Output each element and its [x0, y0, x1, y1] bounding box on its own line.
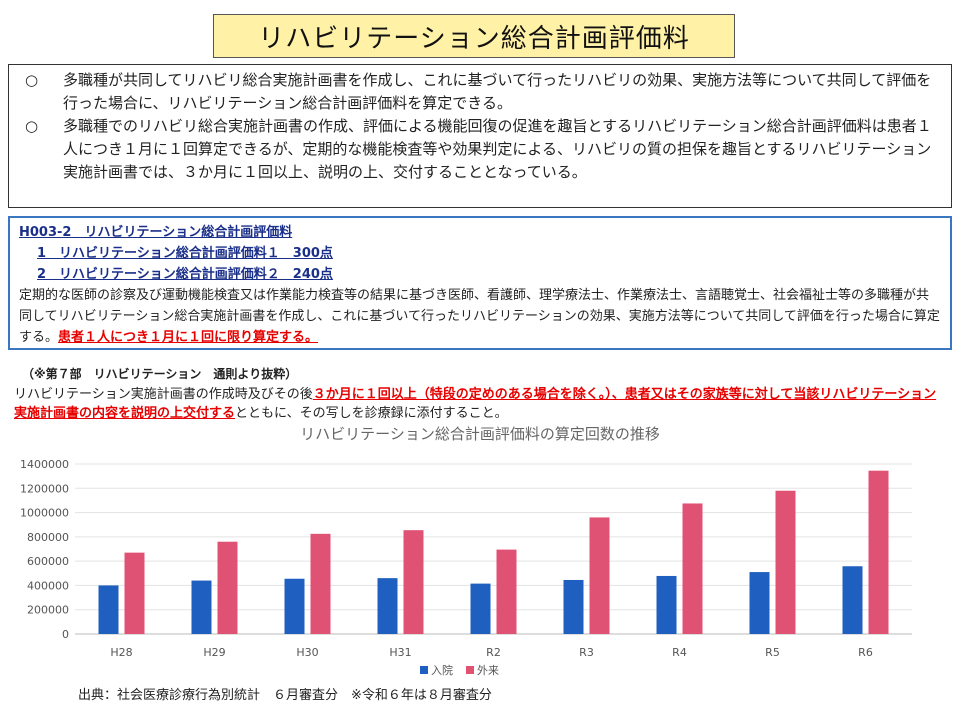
- legend-label: 外来: [477, 664, 499, 677]
- x-tick-label: H29: [203, 646, 225, 659]
- y-tick-label: 1000000: [20, 507, 69, 520]
- summary-bullet: ○ 多職種が共同してリハビリ総合実施計画書を作成し、これに基づいて行ったリハビリ…: [19, 69, 941, 115]
- x-tick-label: H30: [296, 646, 318, 659]
- y-tick-label: 400000: [27, 579, 69, 592]
- summary-box: ○ 多職種が共同してリハビリ総合実施計画書を作成し、これに基づいて行ったリハビリ…: [8, 64, 952, 208]
- bar-inpatient: [470, 583, 491, 634]
- legend-swatch: [420, 666, 428, 674]
- bar-outpatient: [403, 530, 424, 634]
- note-text-1: リハビリテーション実施計画書の作成時及びその後: [14, 387, 313, 402]
- summary-text: 多職種が共同してリハビリ総合実施計画書を作成し、これに基づいて行ったリハビリの効…: [63, 71, 932, 112]
- bar-inpatient: [656, 575, 677, 634]
- note-text-2: とともに、その写しを診療録に添付すること。: [235, 406, 508, 421]
- legend-swatch: [466, 666, 474, 674]
- h003-item-2: 2 リハビリテーション総合計画評価料２ 240点: [37, 267, 333, 282]
- source-note: 出典：社会医療診療行為別統計 ６月審査分 ※令和６年は８月審査分: [78, 688, 492, 703]
- summary-bullet: ○ 多職種でのリハビリ総合実施計画書の作成、評価による機能回復の促進を趣旨とする…: [19, 115, 941, 184]
- bar-inpatient: [842, 566, 863, 634]
- h003-box: H003-2 リハビリテーション総合計画評価料 1 リハビリテーション総合計画評…: [8, 216, 952, 350]
- note-heading: （※第７部 リハビリテーション 通則より抜粋）: [22, 367, 298, 381]
- chart-title: リハビリテーション総合計画評価料の算定回数の推移: [300, 425, 660, 443]
- bar-outpatient: [217, 541, 238, 634]
- h003-item-1: 1 リハビリテーション総合計画評価料１ 300点: [37, 246, 333, 261]
- bar-outpatient: [496, 549, 517, 634]
- bar-outpatient: [124, 552, 145, 634]
- bar-inpatient: [284, 578, 305, 634]
- x-tick-label: R4: [672, 646, 687, 659]
- bar-inpatient: [191, 580, 212, 634]
- x-tick-label: R6: [858, 646, 873, 659]
- summary-text: 多職種でのリハビリ総合実施計画書の作成、評価による機能回復の促進を趣旨とするリハ…: [63, 117, 932, 181]
- y-tick-label: 600000: [27, 555, 69, 568]
- bar-outpatient: [868, 470, 889, 634]
- y-tick-label: 1200000: [20, 482, 69, 495]
- bar-outpatient: [310, 533, 331, 634]
- bar-outpatient: [682, 503, 703, 634]
- bar-inpatient: [377, 578, 398, 634]
- note-emphasis: ３か月に１回以上（特段の定めのある場合を除く。）、患者又はその家族等に対して当該…: [14, 387, 937, 421]
- note-body: リハビリテーション実施計画書の作成時及びその後３か月に１回以上（特段の定めのある…: [14, 385, 949, 423]
- h003-body-text: 定期的な医師の診察及び運動機能検査又は作業能力検査等の結果に基づき医師、看護師、…: [19, 288, 940, 345]
- x-tick-label: R2: [486, 646, 501, 659]
- x-tick-label: H31: [389, 646, 411, 659]
- y-tick-label: 0: [62, 628, 69, 641]
- h003-heading: H003-2 リハビリテーション総合計画評価料: [19, 225, 293, 240]
- bar-inpatient: [563, 579, 584, 634]
- bar-inpatient: [749, 572, 770, 634]
- page-title: リハビリテーション総合計画評価料: [213, 14, 735, 58]
- circle-bullet-icon: ○: [25, 117, 39, 135]
- bar-outpatient: [589, 517, 610, 634]
- y-tick-label: 1400000: [20, 458, 69, 471]
- bar-inpatient: [98, 585, 119, 634]
- legend-label: 入院: [431, 663, 453, 677]
- circle-bullet-icon: ○: [25, 71, 39, 89]
- bar-outpatient: [775, 490, 796, 634]
- bar-chart: 0 200000 400000 600000 800000 1000000 1200000 1…: [20, 458, 912, 677]
- y-tick-label: 200000: [27, 604, 69, 617]
- h003-body: 定期的な医師の診察及び運動機能検査又は作業能力検査等の結果に基づき医師、看護師、…: [19, 285, 941, 348]
- x-tick-label: R3: [579, 646, 594, 659]
- x-tick-label: R5: [765, 646, 780, 659]
- y-tick-label: 800000: [27, 531, 69, 544]
- h003-emphasis: 患者１人につき１月に１回に限り算定する。: [58, 330, 319, 345]
- x-tick-label: H28: [110, 646, 132, 659]
